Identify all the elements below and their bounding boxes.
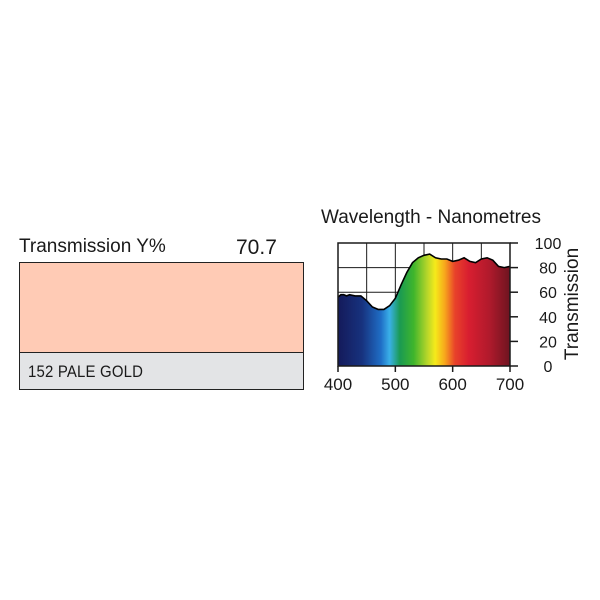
- y-tick-label: 60: [539, 285, 557, 302]
- x-tick-label: 400: [324, 375, 352, 394]
- chart-title: Wavelength - Nanometres: [321, 207, 541, 228]
- transmission-value: 70.7: [236, 236, 277, 259]
- y-tick-label: 20: [539, 334, 557, 351]
- transmission-label: Transmission Y%: [19, 236, 166, 257]
- y-tick-label: 0: [544, 359, 553, 376]
- y-tick-label: 40: [539, 310, 557, 327]
- x-tick-label: 600: [438, 375, 466, 394]
- filter-name-box: 152 PALE GOLD: [19, 352, 304, 390]
- x-tick-label: 700: [496, 375, 524, 394]
- transmission-curve: [337, 253, 511, 311]
- transmission-area: [338, 254, 510, 366]
- chart-ticks: 400 500 600 700 0 20 40 60 80 100: [324, 236, 562, 394]
- y-tick-label: 80: [539, 261, 557, 278]
- filter-name: 152 PALE GOLD: [28, 362, 144, 381]
- color-swatch: [19, 262, 304, 352]
- plot-frame: [337, 242, 511, 367]
- y-axis-label: Transmission: [562, 248, 583, 360]
- x-tick-label: 500: [381, 375, 409, 394]
- y-tick-label: 100: [535, 236, 562, 253]
